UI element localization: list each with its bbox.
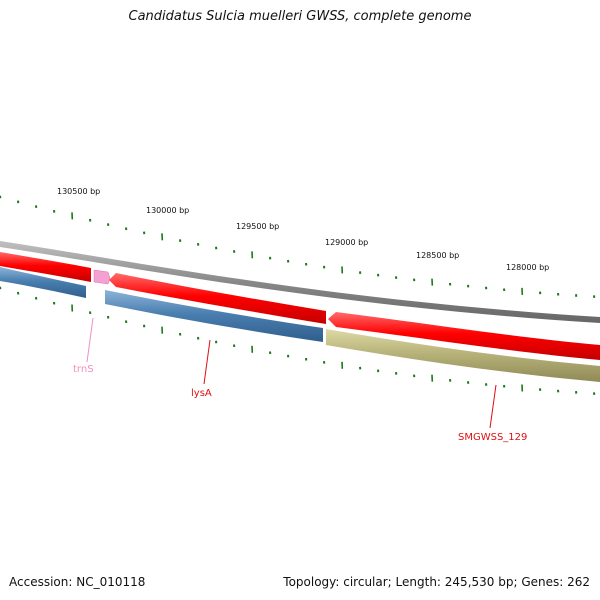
map-title: Candidatus Sulcia muelleri GWSS, complet… xyxy=(128,9,472,24)
outer-scale-ticks xyxy=(0,195,596,299)
scale-label-130500: 130500 bp xyxy=(57,187,100,196)
gene-feature-smgwss-129[interactable] xyxy=(328,312,600,360)
gene-label-smgwss-129: SMGWSS_129 xyxy=(458,432,527,443)
genome-summary-text: Topology: circular; Length: 245,530 bp; … xyxy=(283,575,590,589)
accession-text: Accession: NC_010118 xyxy=(9,575,146,589)
gene-feature-left-blue[interactable] xyxy=(0,267,86,298)
lysa-leader-line xyxy=(203,339,211,385)
gene-feature-olive-reverse[interactable] xyxy=(326,329,600,382)
trna-feature-trns[interactable] xyxy=(93,269,111,285)
genome-backbone xyxy=(0,241,600,323)
gene-feature-left-red[interactable] xyxy=(0,252,91,282)
scale-label-128500: 128500 bp xyxy=(416,251,459,260)
trns-leader-line xyxy=(86,317,94,363)
scale-label-130000: 130000 bp xyxy=(146,206,189,215)
scale-label-128000: 128000 bp xyxy=(506,263,549,272)
gene-label-trns: trnS xyxy=(73,364,94,375)
smgwss-129-leader-line xyxy=(489,384,497,429)
gene-feature-blue-reverse[interactable] xyxy=(105,290,323,342)
gene-label-lysa: lysA xyxy=(191,388,212,399)
gene-feature-lysa[interactable] xyxy=(109,273,326,324)
scale-labels: 130500 bp 130000 bp 129500 bp 129000 bp … xyxy=(57,187,549,272)
scale-label-129500: 129500 bp xyxy=(236,222,279,231)
scale-label-129000: 129000 bp xyxy=(325,238,368,247)
inner-scale-ticks xyxy=(0,286,596,395)
